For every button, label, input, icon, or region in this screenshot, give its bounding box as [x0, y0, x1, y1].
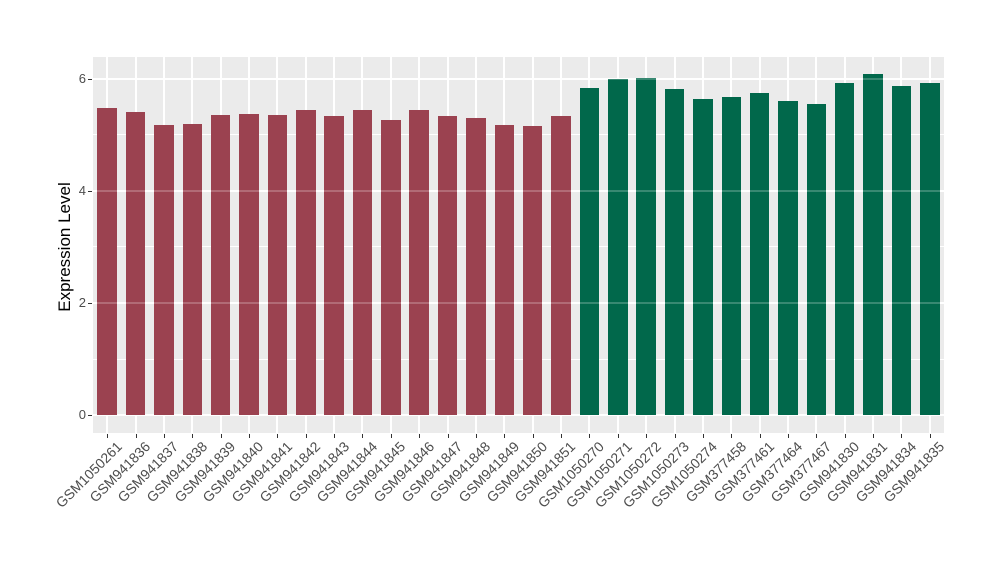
gridline-major [93, 301, 944, 304]
bar [693, 99, 713, 416]
bar [522, 126, 543, 416]
x-axis-tick [334, 434, 336, 438]
bar [239, 113, 259, 416]
bar [834, 82, 855, 416]
x-axis-tick [504, 434, 506, 438]
x-axis-tick [305, 434, 307, 438]
y-axis-title: Expression Level [55, 182, 74, 312]
gridline-overlay [93, 301, 944, 304]
x-axis-tick [277, 434, 279, 438]
bar [296, 109, 316, 416]
bar [778, 101, 798, 416]
x-axis-tick [929, 434, 931, 438]
bar [891, 86, 912, 416]
bar [352, 109, 373, 416]
bar [182, 123, 203, 416]
gridline-overlay [93, 189, 944, 192]
x-axis-tick [617, 434, 619, 438]
y-axis-tick [88, 302, 92, 304]
bar [494, 125, 515, 416]
y-tick-label: 2 [78, 294, 86, 310]
bar [210, 114, 231, 416]
y-tick-label: 4 [78, 182, 86, 198]
gridline-minor [93, 246, 944, 248]
bar [920, 82, 940, 416]
x-axis-tick [561, 434, 563, 438]
bar [721, 96, 741, 416]
bar [608, 79, 628, 416]
x-axis-tick [816, 434, 818, 438]
x-axis-tick [901, 434, 903, 438]
bar [381, 120, 401, 416]
bar [437, 116, 458, 416]
x-axis-tick [163, 434, 165, 438]
x-axis-tick [873, 434, 875, 438]
x-axis-tick [731, 434, 733, 438]
bar [551, 115, 571, 416]
x-axis-tick [107, 434, 109, 438]
x-axis-tick [447, 434, 449, 438]
x-axis-tick [135, 434, 137, 438]
y-tick-label: 0 [78, 407, 86, 423]
x-axis-tick [475, 434, 477, 438]
bar [636, 77, 656, 416]
bar [863, 73, 883, 416]
gridline-minor [93, 358, 944, 360]
x-axis-tick [589, 434, 591, 438]
x-axis-tick [192, 434, 194, 438]
x-axis-tick [249, 434, 251, 438]
y-tick-label: 6 [78, 70, 86, 86]
y-axis-tick [88, 415, 92, 417]
bar [749, 93, 770, 416]
gridline-major [93, 414, 944, 417]
bar [409, 110, 429, 416]
x-axis-tick [390, 434, 392, 438]
bar [267, 114, 288, 416]
bar [125, 112, 146, 416]
x-axis-tick [844, 434, 846, 438]
x-axis-tick [419, 434, 421, 438]
bar [664, 88, 685, 416]
x-axis-tick [646, 434, 648, 438]
x-axis-tick [674, 434, 676, 438]
gridline-major [93, 77, 944, 80]
plot-panel [93, 57, 944, 433]
x-axis-tick [220, 434, 222, 438]
gridline-minor [93, 134, 944, 136]
x-axis-tick [759, 434, 761, 438]
x-axis-tick [362, 434, 364, 438]
bar [579, 88, 600, 416]
bar [466, 117, 486, 416]
x-axis-tick [532, 434, 534, 438]
x-axis-tick [787, 434, 789, 438]
gridline-major [93, 189, 944, 192]
gridline-overlay [93, 77, 944, 80]
bar [154, 125, 174, 416]
y-axis-tick [88, 190, 92, 192]
bar [97, 107, 117, 416]
bar [806, 103, 827, 416]
x-axis-tick [702, 434, 704, 438]
y-axis-tick [88, 78, 92, 80]
bar [324, 116, 344, 416]
